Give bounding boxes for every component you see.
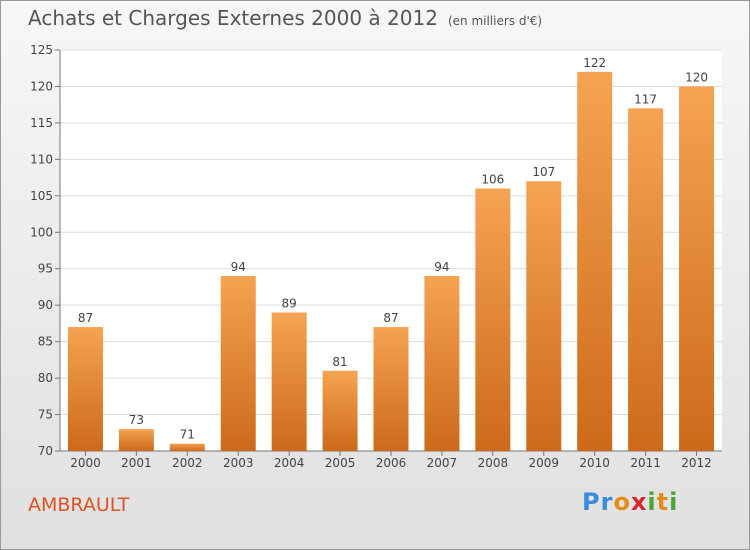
logo-letter: r	[600, 488, 614, 516]
logo-letter: t	[656, 488, 670, 516]
bar	[628, 108, 664, 451]
bar	[67, 327, 103, 451]
chart-unit-label: (en milliers d'€)	[447, 14, 543, 28]
y-tick-label: 105	[30, 189, 53, 203]
logo-letter: i	[669, 488, 679, 516]
bar	[169, 443, 205, 451]
bar-value-label: 107	[532, 165, 555, 179]
proxiti-logo: Proxiti	[582, 488, 678, 516]
bar	[679, 86, 715, 452]
bar	[271, 312, 307, 451]
x-tick-label: 2006	[376, 456, 407, 470]
y-tick-label: 70	[38, 444, 53, 458]
bar-value-label: 87	[78, 311, 93, 325]
chart-title: Achats et Charges Externes 2000 à 2012 (e…	[28, 6, 542, 30]
bar-value-label: 94	[231, 260, 246, 274]
y-tick-label: 115	[30, 116, 53, 130]
y-tick-label: 95	[38, 262, 53, 276]
x-tick-label: 2005	[325, 456, 356, 470]
y-tick-label: 75	[38, 408, 53, 422]
bar-value-label: 89	[282, 296, 297, 310]
x-tick-label: 2003	[223, 456, 254, 470]
bar	[424, 276, 460, 451]
y-tick-label: 100	[30, 225, 53, 239]
x-tick-label: 2004	[274, 456, 305, 470]
x-tick-label: 2012	[681, 456, 712, 470]
bar-value-label: 81	[332, 355, 347, 369]
x-tick-label: 2007	[427, 456, 458, 470]
x-tick-label: 2010	[579, 456, 610, 470]
y-tick-label: 125	[30, 43, 53, 57]
bar	[373, 327, 409, 451]
y-tick-label: 80	[38, 371, 53, 385]
x-tick-label: 2000	[70, 456, 101, 470]
bar	[118, 429, 154, 451]
logo-letter: o	[613, 488, 631, 516]
y-tick-label: 110	[30, 152, 53, 166]
bar-value-label: 117	[634, 92, 657, 106]
bar-value-label: 71	[180, 428, 195, 442]
y-tick-label: 85	[38, 335, 53, 349]
bar-value-label: 122	[583, 56, 606, 70]
bar-value-label: 87	[383, 311, 398, 325]
bar	[577, 71, 613, 451]
bar-value-label: 73	[129, 413, 144, 427]
bar-value-label: 94	[434, 260, 449, 274]
x-tick-label: 2009	[528, 456, 559, 470]
bar	[220, 276, 256, 451]
logo-letter: i	[647, 488, 657, 516]
bar	[322, 370, 358, 451]
bar	[526, 181, 562, 451]
bar-value-label: 106	[481, 173, 504, 187]
x-tick-label: 2008	[478, 456, 509, 470]
x-tick-label: 2011	[630, 456, 661, 470]
bar	[475, 188, 511, 451]
logo-letter: x	[630, 488, 648, 516]
x-tick-label: 2002	[172, 456, 203, 470]
place-name: AMBRAULT	[28, 494, 130, 516]
x-tick-label: 2001	[121, 456, 152, 470]
logo-letter: P	[582, 488, 601, 516]
y-tick-label: 120	[30, 79, 53, 93]
y-tick-label: 90	[38, 298, 53, 312]
chart-title-text: Achats et Charges Externes 2000 à 2012	[28, 6, 438, 30]
bar-value-label: 120	[685, 70, 708, 84]
